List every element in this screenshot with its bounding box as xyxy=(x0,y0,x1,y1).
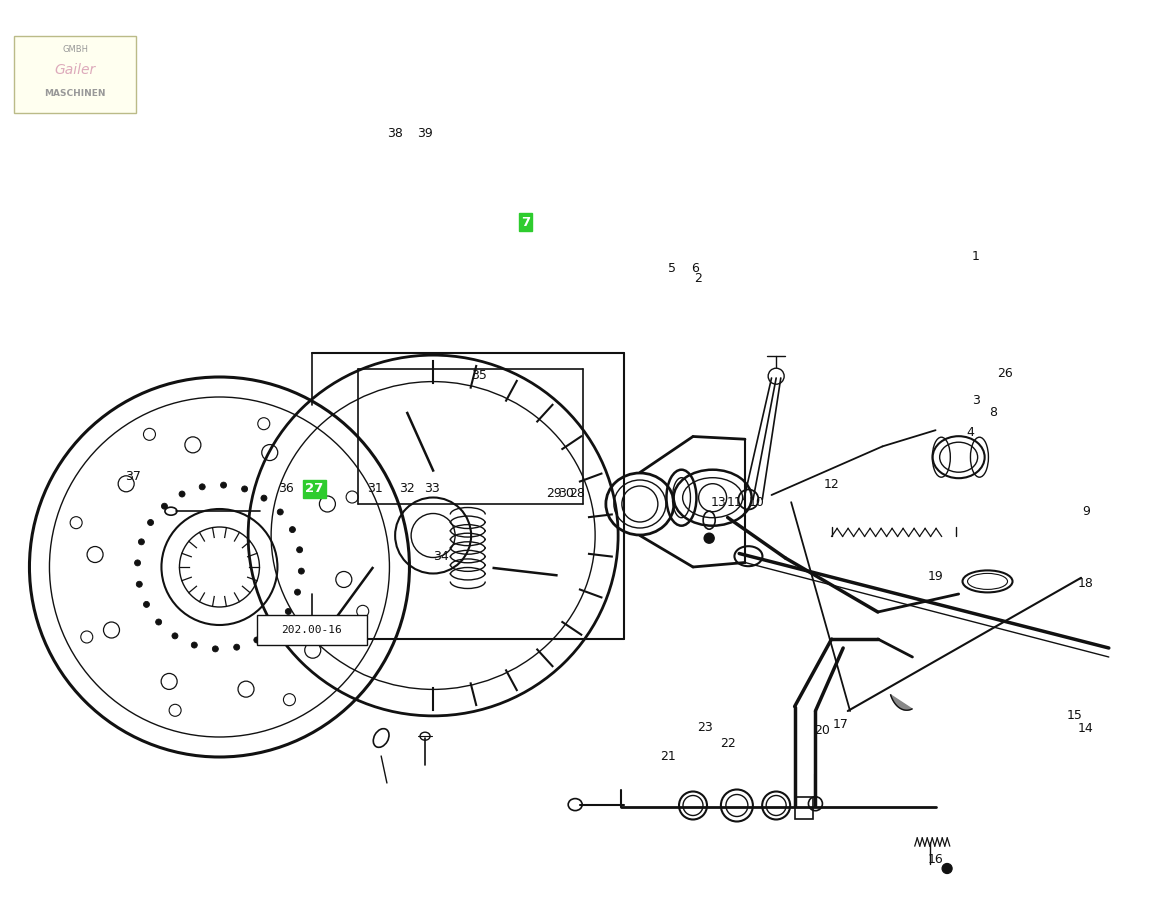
Text: 27: 27 xyxy=(305,482,323,495)
Text: 7: 7 xyxy=(521,216,530,229)
Circle shape xyxy=(705,533,714,544)
Text: 31: 31 xyxy=(367,482,383,495)
Circle shape xyxy=(241,486,247,492)
Text: 6: 6 xyxy=(692,262,699,274)
Text: 22: 22 xyxy=(720,737,736,750)
Text: 4: 4 xyxy=(967,426,974,438)
Text: 32: 32 xyxy=(398,482,415,495)
Text: 16: 16 xyxy=(927,853,944,866)
Text: 33: 33 xyxy=(424,482,440,495)
Text: 23: 23 xyxy=(696,721,713,734)
Text: 20: 20 xyxy=(814,724,830,737)
Text: 28: 28 xyxy=(569,487,586,500)
Circle shape xyxy=(298,568,305,574)
Text: 38: 38 xyxy=(387,127,403,140)
Circle shape xyxy=(139,539,144,544)
Circle shape xyxy=(254,637,260,643)
Text: 11: 11 xyxy=(726,496,743,508)
Text: 202.00-16: 202.00-16 xyxy=(282,625,342,635)
Text: 3: 3 xyxy=(973,394,979,407)
Circle shape xyxy=(143,601,149,608)
Circle shape xyxy=(221,482,226,488)
Bar xyxy=(14,36,136,112)
Bar xyxy=(256,616,367,644)
Text: 15: 15 xyxy=(1066,709,1082,722)
Text: 17: 17 xyxy=(833,718,849,731)
Text: 19: 19 xyxy=(927,570,944,582)
Text: Gailer: Gailer xyxy=(54,63,96,77)
Circle shape xyxy=(233,644,240,650)
Text: 34: 34 xyxy=(433,550,449,562)
Text: 21: 21 xyxy=(660,750,676,762)
Circle shape xyxy=(942,863,952,874)
Circle shape xyxy=(192,642,198,648)
Polygon shape xyxy=(891,695,912,710)
Text: 8: 8 xyxy=(990,406,997,419)
Circle shape xyxy=(295,590,300,595)
Circle shape xyxy=(199,484,206,490)
Circle shape xyxy=(162,503,167,509)
Text: GMBH: GMBH xyxy=(62,45,88,54)
Text: 37: 37 xyxy=(125,471,141,483)
Bar xyxy=(795,796,813,818)
Circle shape xyxy=(134,560,141,566)
Text: 26: 26 xyxy=(997,367,1013,380)
Text: 10: 10 xyxy=(748,496,765,508)
Text: 18: 18 xyxy=(1078,577,1094,590)
Text: 9: 9 xyxy=(1082,505,1089,518)
Circle shape xyxy=(148,519,154,526)
Text: 5: 5 xyxy=(669,262,676,274)
Circle shape xyxy=(290,526,296,533)
Circle shape xyxy=(297,547,303,553)
Text: 1: 1 xyxy=(973,250,979,263)
Text: 35: 35 xyxy=(471,369,487,382)
Circle shape xyxy=(271,625,277,631)
Text: 36: 36 xyxy=(278,482,295,495)
Text: 2: 2 xyxy=(694,273,701,285)
Text: 29: 29 xyxy=(546,487,562,500)
Text: 12: 12 xyxy=(824,478,840,491)
Circle shape xyxy=(156,619,162,625)
Circle shape xyxy=(213,646,218,652)
Circle shape xyxy=(277,509,283,515)
Circle shape xyxy=(261,495,267,501)
Text: MASCHINEN: MASCHINEN xyxy=(44,89,106,98)
Circle shape xyxy=(136,581,142,587)
Circle shape xyxy=(179,491,185,497)
Text: 13: 13 xyxy=(710,496,726,508)
Text: 39: 39 xyxy=(417,127,433,140)
Circle shape xyxy=(285,608,291,615)
Circle shape xyxy=(172,633,178,639)
Text: 30: 30 xyxy=(558,487,574,500)
Text: 14: 14 xyxy=(1078,723,1094,735)
